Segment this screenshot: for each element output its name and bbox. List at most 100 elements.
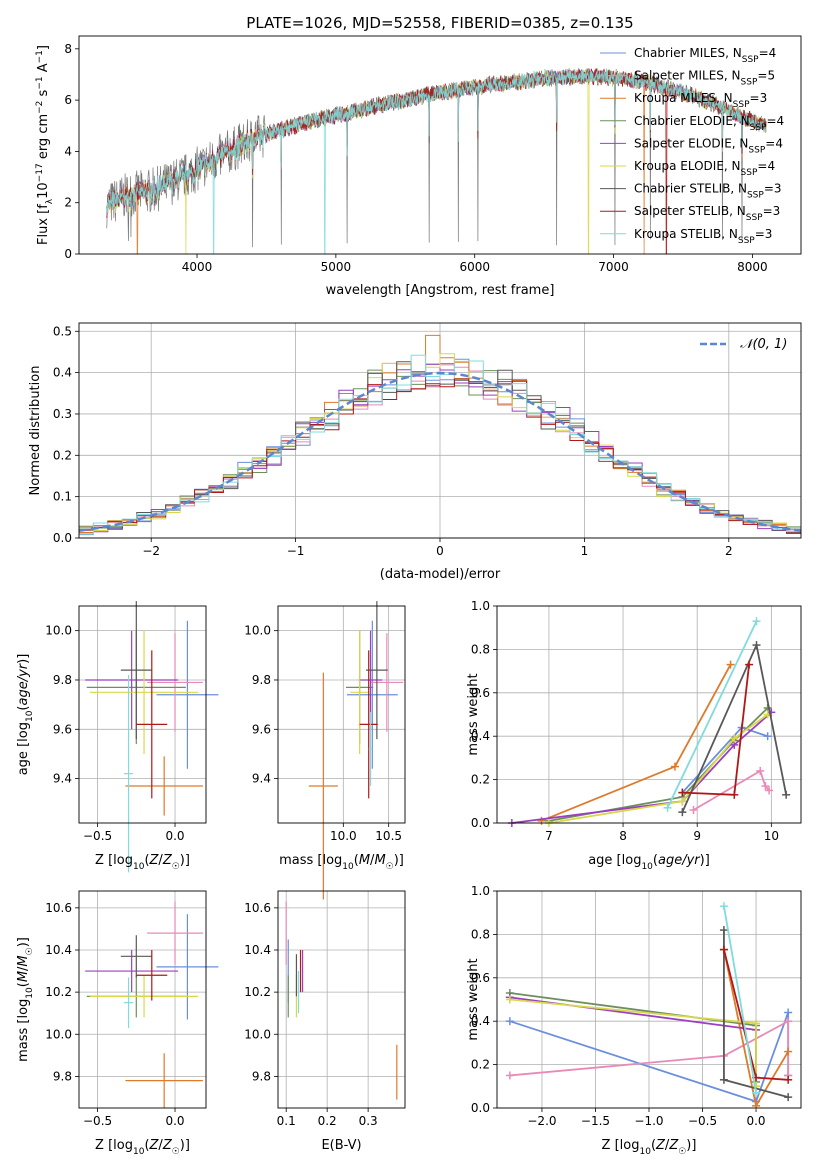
weight-line [666, 620, 758, 809]
tick-label-y: 0.2 [471, 1058, 490, 1072]
tick-label-y: 10.6 [45, 901, 72, 915]
label-part: / [370, 853, 375, 868]
tick-label-y: 0.0 [53, 531, 72, 545]
x-axis-label: wavelength [Angstrom, rest frame] [326, 283, 555, 298]
label-part: ( [354, 853, 359, 868]
label-part: Z [655, 1138, 666, 1153]
label-part: 10 [25, 987, 35, 999]
legend-label: 𝒩(0, 1) [740, 337, 787, 352]
tick-label-y: 0.6 [471, 971, 490, 985]
tick-label-x: −0.5 [83, 1114, 112, 1128]
label-part: ( [16, 706, 31, 711]
tick-label-y: 1.0 [471, 884, 490, 898]
tick-label-y: 0.8 [471, 642, 490, 656]
label-part: 10 [133, 1147, 145, 1157]
tick-label-y: 0.4 [471, 729, 490, 743]
label-part: mass weight [466, 958, 481, 1040]
panels: 4000 5000 6000 7000 8000 0 2 4 6 8 Chabrier MILES,… [16, 35, 802, 1157]
tick-label-x: 0.0 [746, 1114, 765, 1128]
label-part: )] [180, 1138, 190, 1153]
label-part: M [16, 955, 31, 966]
label-part: Chabrier STELIB, N [634, 182, 747, 196]
label-part: Z [162, 1138, 173, 1153]
label-part: ( [144, 853, 149, 868]
tick-label-x: 10.5 [375, 829, 402, 843]
label-part: Z [log [95, 853, 133, 868]
axes-frame [78, 35, 802, 255]
x-axis-label: (data-model)/error [380, 567, 501, 582]
tick-label-y: 9.4 [53, 772, 72, 786]
label-part: ☉ [172, 862, 180, 872]
spectrum-model-line [106, 69, 767, 255]
label-part: (data-model)/error [380, 567, 501, 582]
label-part: )] [16, 654, 31, 664]
label-part: )] [700, 853, 710, 868]
label-part: age [log [16, 722, 31, 775]
y-axis-label: Flux [fλ10−17 erg cm−2 s−1 A−1] [35, 45, 55, 245]
tick-label-y: 0.6 [471, 686, 490, 700]
label-part: Z [log [602, 1138, 640, 1153]
label-part: =4 [765, 136, 783, 150]
tick-label-y: 9.8 [53, 673, 72, 687]
tick-label-x: 8 [619, 829, 627, 843]
tick-label-x: 0.2 [318, 1114, 337, 1128]
label-part: SSP [741, 168, 758, 178]
tick-label-y: 10.2 [244, 985, 271, 999]
tick-label-y: 10.2 [45, 985, 72, 999]
label-part: −2 [35, 101, 45, 114]
tick-label-x: 10.0 [330, 829, 357, 843]
tick-label-x: 7000 [598, 260, 629, 274]
axes-spectrum: 4000 5000 6000 7000 8000 0 2 4 6 8 Chabrier MILES,… [35, 35, 802, 298]
label-part: / [16, 966, 31, 971]
tick-label-x: 2 [725, 544, 733, 558]
label-part: −1 [35, 76, 45, 89]
weight-line [541, 664, 732, 822]
axes-z-mass: −0.5 0.09.810.010.210.410.6Z [log10(Z/Z☉)… [16, 890, 219, 1157]
tick-label-y: 0.0 [471, 1101, 490, 1115]
legend-label: Chabrier ELODIE, NSSP=4 [634, 114, 784, 133]
tick-label-y: 0.8 [471, 927, 490, 941]
tick-label-y: 1.0 [471, 599, 490, 613]
tick-label-x: −0.5 [83, 829, 112, 843]
axes-frame [496, 605, 802, 824]
label-part: =4 [759, 46, 777, 60]
histogram-step [79, 378, 801, 534]
label-part: age/yr [658, 853, 701, 868]
label-part: M [16, 971, 31, 982]
legend-label: Salpeter MILES, NSSP=5 [634, 69, 775, 88]
label-part: ( [16, 982, 31, 987]
tick-label-y: 6 [64, 93, 72, 107]
tick-label-x: −1.0 [634, 1114, 663, 1128]
label-part: Salpeter ELODIE, N [634, 136, 748, 150]
label-part: A [36, 63, 51, 76]
tick-label-x: 0.0 [165, 1114, 184, 1128]
label-part: ( [144, 1138, 149, 1153]
axes-frame [78, 605, 207, 824]
tick-label-x: 7 [545, 829, 553, 843]
figure-title: PLATE=1026, MJD=52558, FIBERID=0385, z=0… [246, 14, 633, 32]
label-part: SSP [750, 123, 767, 133]
label-part: SSP [748, 145, 765, 155]
tick-label-x: −0.5 [688, 1114, 717, 1128]
tick-label-y: 10.4 [244, 943, 271, 957]
tick-label-x: −1.5 [581, 1114, 610, 1128]
label-part: 10 [36, 182, 51, 199]
tick-label-y: 2 [64, 196, 72, 210]
axes-frame [496, 890, 802, 1109]
y-axis-label: age [log10(age/yr)] [16, 654, 35, 776]
tick-label-y: 9.6 [252, 722, 271, 736]
x-axis-label: Z [log10(Z/Z☉)] [95, 853, 190, 872]
label-part: =3 [750, 91, 768, 105]
label-part: Salpeter MILES, N [634, 69, 741, 83]
legend-label: Kroupa MILES, NSSP=3 [634, 91, 767, 110]
label-part: ( [651, 1138, 656, 1153]
label-part: SSP [741, 78, 758, 88]
tick-label-y: 0.2 [53, 448, 72, 462]
label-part: mass weight [466, 673, 481, 755]
label-part: / [158, 1138, 163, 1153]
label-part: Chabrier ELODIE, N [634, 114, 750, 128]
tick-label-y: 0.2 [471, 773, 490, 787]
label-part: )] [686, 1138, 696, 1153]
label-part: 10 [641, 862, 653, 872]
